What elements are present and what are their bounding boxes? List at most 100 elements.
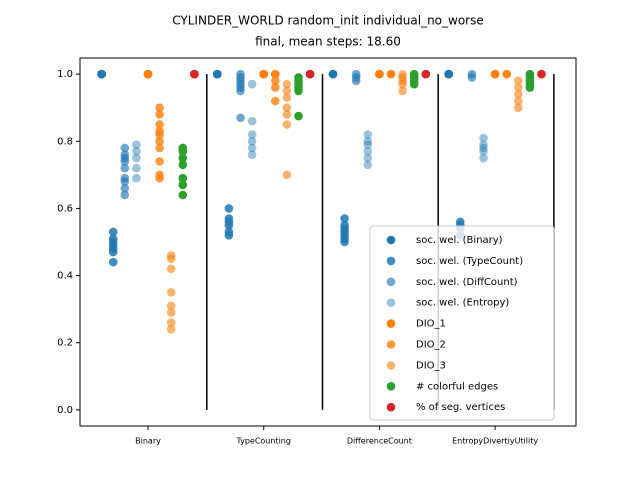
point bbox=[108, 234, 118, 243]
point bbox=[178, 160, 188, 170]
point bbox=[282, 170, 292, 180]
legend-box bbox=[369, 225, 555, 421]
point bbox=[155, 126, 164, 136]
point bbox=[132, 163, 141, 173]
point bbox=[271, 83, 280, 92]
point bbox=[97, 69, 106, 79]
point bbox=[386, 69, 396, 79]
point bbox=[247, 116, 257, 126]
legend-label: soc. wel. (TypeCount) bbox=[416, 256, 523, 267]
point bbox=[282, 110, 292, 119]
point bbox=[143, 69, 153, 79]
point bbox=[213, 69, 222, 79]
legend-label: soc. wel. (DiffCount) bbox=[416, 277, 518, 288]
point bbox=[178, 180, 188, 190]
legend-marker bbox=[386, 319, 396, 328]
point bbox=[236, 113, 245, 123]
point bbox=[247, 150, 257, 160]
x-tick-label: DifferenceCount bbox=[347, 437, 412, 446]
point bbox=[305, 69, 315, 79]
point bbox=[166, 324, 176, 334]
point bbox=[328, 69, 338, 79]
legend-marker bbox=[386, 277, 396, 287]
point bbox=[155, 120, 164, 129]
point bbox=[166, 288, 176, 297]
chart-subtitle: final, mean steps: 18.60 bbox=[255, 35, 401, 49]
point bbox=[190, 69, 199, 79]
point bbox=[166, 264, 176, 274]
point bbox=[363, 130, 373, 139]
point bbox=[178, 190, 188, 200]
plot-area: 0.0 0.2 0.4 0.6 0.8 1.0 Binary TypeCounting Diff… bbox=[57, 69, 555, 446]
point bbox=[271, 96, 280, 106]
y-tick-label: 0.4 bbox=[57, 271, 73, 282]
point bbox=[340, 214, 349, 223]
point bbox=[271, 76, 280, 86]
x-tick-label: EntropyDivertiyUtility bbox=[452, 437, 538, 446]
point bbox=[479, 153, 488, 163]
x-tick-label: TypeCounting bbox=[235, 437, 291, 446]
legend-label: DIO_2 bbox=[416, 340, 446, 351]
legend-marker bbox=[386, 298, 396, 308]
point bbox=[178, 153, 188, 163]
point bbox=[537, 69, 546, 79]
point bbox=[479, 143, 488, 153]
legend-marker bbox=[386, 382, 396, 391]
point bbox=[490, 69, 500, 79]
point bbox=[294, 73, 303, 82]
legend-label: % of seg. vertices bbox=[416, 402, 505, 413]
point bbox=[525, 69, 535, 79]
legend-marker bbox=[386, 235, 396, 245]
point bbox=[514, 89, 523, 99]
y-tick-label: 0.2 bbox=[57, 338, 73, 349]
legend-marker bbox=[386, 402, 396, 412]
point bbox=[120, 190, 130, 200]
legend-label: DIO_1 bbox=[416, 319, 446, 330]
point bbox=[155, 103, 164, 112]
point bbox=[120, 143, 130, 153]
point bbox=[224, 214, 234, 223]
point bbox=[502, 69, 512, 79]
point bbox=[155, 110, 164, 119]
y-tick-label: 0.6 bbox=[57, 203, 73, 214]
chart-title: CYLINDER_WORLD random_init individual_no… bbox=[172, 14, 484, 28]
point bbox=[282, 103, 292, 112]
point bbox=[282, 79, 292, 89]
point bbox=[363, 153, 373, 163]
point bbox=[120, 173, 130, 183]
point bbox=[108, 257, 118, 267]
point bbox=[479, 133, 488, 143]
point bbox=[514, 103, 523, 112]
point bbox=[421, 69, 431, 79]
legend-marker bbox=[386, 340, 396, 349]
point bbox=[514, 76, 523, 86]
legend-label: DIO_3 bbox=[416, 360, 446, 371]
point bbox=[166, 251, 176, 260]
point bbox=[155, 157, 164, 166]
point bbox=[282, 86, 292, 96]
x-tick-label: Binary bbox=[135, 437, 161, 446]
point bbox=[155, 143, 164, 153]
point bbox=[132, 140, 141, 149]
point bbox=[178, 143, 188, 153]
point bbox=[178, 173, 188, 183]
point bbox=[294, 111, 303, 121]
point bbox=[132, 153, 141, 163]
point bbox=[247, 136, 257, 146]
point bbox=[166, 301, 176, 311]
legend-label: soc. wel. (Binary) bbox=[416, 235, 503, 246]
point bbox=[340, 220, 349, 230]
point bbox=[224, 204, 234, 213]
point bbox=[166, 318, 176, 327]
point bbox=[514, 96, 523, 106]
point bbox=[132, 147, 141, 156]
point bbox=[120, 150, 130, 160]
legend-marker bbox=[386, 256, 396, 266]
legend-marker bbox=[386, 361, 396, 370]
y-tick-label: 0.8 bbox=[57, 136, 73, 147]
y-tick-label: 1.0 bbox=[57, 69, 73, 80]
point bbox=[120, 183, 130, 193]
axes-frame bbox=[79, 57, 577, 427]
legend-label: # colorful edges bbox=[416, 381, 498, 392]
